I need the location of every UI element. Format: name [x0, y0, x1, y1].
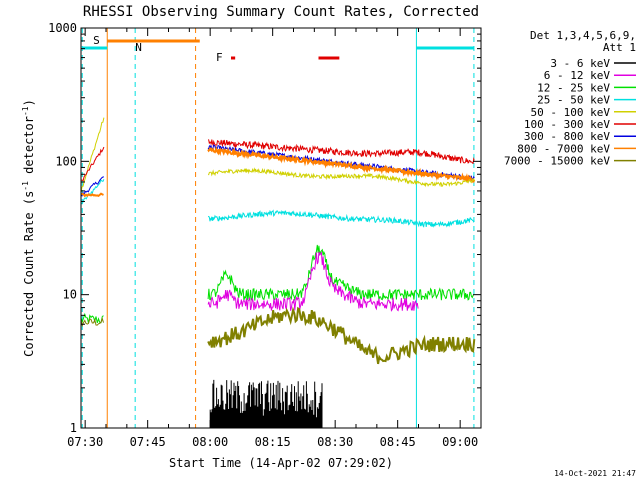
y-axis-label-prefix: Corrected Count Rate (s [22, 191, 36, 357]
legend-label: 7000 - 15000 keV [504, 155, 610, 168]
series-trace-12-25 [207, 244, 475, 301]
y-axis-label-mid: detector [22, 116, 36, 181]
legend-label: 12 - 25 keV [537, 81, 610, 94]
series-trace-300-800-pre [80, 176, 104, 197]
series-trace-7000-15000-pre [80, 316, 104, 328]
legend-header-line-2: Att 1 [603, 41, 636, 54]
legend-label: 800 - 7000 keV [517, 142, 610, 155]
x-tick-label: 08:30 [317, 435, 353, 449]
legend-header-line-1: Det 1,3,4,5,6,9, [530, 29, 636, 42]
legend-label: 50 - 100 keV [531, 106, 611, 119]
x-axis-label: Start Time (14-Apr-02 07:29:02) [169, 456, 393, 470]
legend-label: 3 - 6 keV [550, 57, 610, 70]
x-tick-label: 08:45 [380, 435, 416, 449]
legend-label: 25 - 50 keV [537, 94, 610, 107]
y-axis-label: Corrected Count Rate (s-1 detector-1) [21, 99, 36, 357]
timestamp: 14-Oct-2021 21:47 [554, 469, 636, 478]
y-tick-label: 100 [55, 154, 77, 168]
y-tick-label: 1 [70, 421, 77, 435]
series-trace-100-300-pre [80, 146, 105, 182]
flare-label: F [216, 51, 223, 64]
legend-label: 300 - 800 keV [524, 130, 610, 143]
axes-layer: 07:30 07:45 08:00 08:15 08:30 08:45 09:00 1 10 10… [48, 21, 482, 449]
chart-title: RHESSI Observing Summary Count Rates, Co… [83, 4, 479, 20]
x-tick-label: 09:00 [442, 435, 478, 449]
y-tick-label: 1000 [48, 21, 77, 35]
series-trace-12-25-pre [80, 312, 104, 324]
night-label: N [135, 41, 142, 54]
x-tick-label: 07:30 [67, 435, 103, 449]
x-tick-label: 07:45 [130, 435, 166, 449]
y-axis-label-suffix: ) [22, 99, 36, 106]
series-trace-50-100-pre [80, 117, 105, 193]
series-trace-800-7000-pre [80, 192, 104, 198]
series-trace-800-7000 [207, 145, 476, 184]
y-axis-label-sup2: -1 [21, 106, 30, 116]
y-tick-label: 10 [63, 288, 77, 302]
y-axis-label-sup1: -1 [21, 181, 30, 191]
series-trace-100-300 [207, 139, 475, 164]
legend-label: 100 - 300 keV [524, 118, 610, 131]
series-trace-50-100 [208, 167, 475, 188]
data-layer: S N F [80, 28, 476, 428]
plot-frame [80, 27, 482, 429]
legend-label: 6 - 12 keV [544, 69, 611, 82]
x-tick-label: 08:00 [192, 435, 228, 449]
series-trace-25-50 [207, 209, 475, 228]
saa-label: S [93, 34, 100, 47]
series-trace-25-50-pre [80, 179, 105, 205]
series-trace-7000-15000 [207, 306, 476, 365]
series-trace-3-6 [209, 379, 323, 428]
x-tick-label: 08:15 [255, 435, 291, 449]
series-trace-6-12 [207, 251, 419, 312]
